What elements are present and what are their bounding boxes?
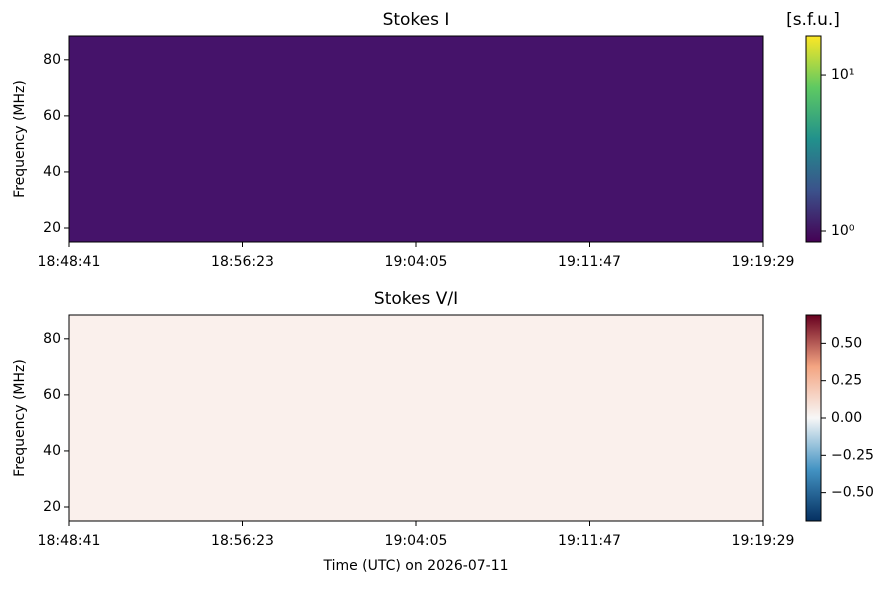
- y-tick-label: 40: [43, 164, 61, 180]
- y-tick-label: 40: [43, 443, 61, 459]
- y-tick-label: 20: [43, 499, 61, 515]
- x-tick-label: 18:56:23: [211, 533, 274, 549]
- colorbar-tick-label: −0.25: [831, 447, 874, 463]
- x-tick-label: 19:19:29: [732, 254, 795, 270]
- y-tick-label: 80: [43, 52, 61, 68]
- y-tick-label: 60: [43, 387, 61, 403]
- colorbar-label: [s.f.u.]: [786, 10, 840, 30]
- colorbar: [805, 35, 822, 243]
- y-tick-label: 80: [43, 331, 61, 347]
- y-tick-label: 20: [43, 220, 61, 236]
- colorbar-tick-label: 0.50: [831, 335, 862, 351]
- colorbar-tick-label: 0.25: [831, 373, 862, 389]
- x-tick-label: 19:11:47: [558, 533, 621, 549]
- spectrogram-image: [69, 315, 763, 521]
- y-tick-label: 60: [43, 108, 61, 124]
- y-axis-label: Frequency (MHz): [12, 359, 28, 477]
- y-axis-label: Frequency (MHz): [12, 80, 28, 198]
- x-tick-label: 18:48:41: [38, 254, 101, 270]
- colorbar-tick-label: −0.50: [831, 485, 874, 501]
- spectrogram-image: [69, 36, 763, 242]
- chart-title: Stokes I: [383, 10, 450, 30]
- x-axis-label: Time (UTC) on 2026-07-11: [322, 558, 508, 574]
- colorbar: [805, 314, 822, 522]
- colorbar-tick-label: 0.00: [831, 410, 862, 426]
- x-tick-label: 18:56:23: [211, 254, 274, 270]
- colorbar-tick-label: 10¹: [831, 67, 854, 83]
- chart-title: Stokes V/I: [374, 289, 458, 309]
- x-tick-label: 19:04:05: [385, 533, 448, 549]
- x-tick-label: 19:11:47: [558, 254, 621, 270]
- x-tick-label: 18:48:41: [38, 533, 101, 549]
- x-tick-label: 19:19:29: [732, 533, 795, 549]
- colorbar-tick-label: 10⁰: [831, 223, 855, 239]
- x-tick-label: 19:04:05: [385, 254, 448, 270]
